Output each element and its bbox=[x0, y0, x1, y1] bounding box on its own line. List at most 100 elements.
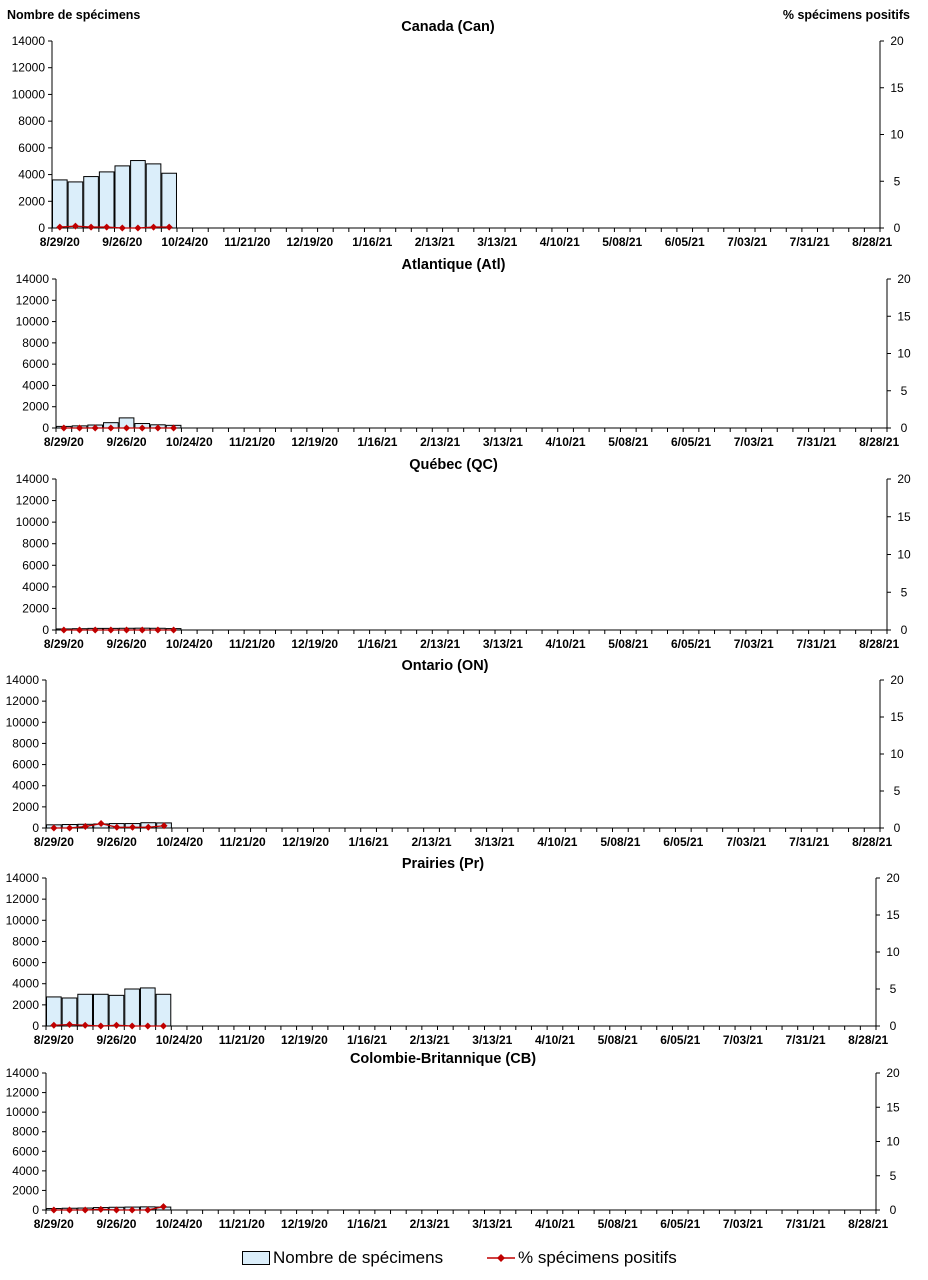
y-tick-label: 8000 bbox=[12, 1125, 39, 1139]
x-tick-label: 9/26/20 bbox=[107, 637, 147, 651]
x-tick-label: 5/08/21 bbox=[608, 637, 648, 651]
y2-tick-label: 10 bbox=[897, 548, 911, 562]
y-tick-label: 10000 bbox=[6, 715, 40, 729]
y2-tick-label: 5 bbox=[894, 174, 901, 188]
percent-point bbox=[107, 626, 115, 634]
y2-tick-label: 15 bbox=[886, 908, 900, 922]
y-tick-label: 4000 bbox=[12, 779, 39, 793]
percent-point bbox=[66, 824, 74, 832]
percent-point bbox=[159, 1022, 167, 1030]
x-tick-label: 2/13/21 bbox=[420, 637, 460, 651]
y-tick-label: 12000 bbox=[16, 494, 50, 508]
bar bbox=[130, 160, 146, 229]
y2-tick-label: 10 bbox=[890, 747, 904, 761]
percent-point bbox=[123, 626, 131, 634]
x-tick-label: 8/28/21 bbox=[848, 1033, 888, 1047]
x-tick-label: 8/29/20 bbox=[34, 1033, 74, 1047]
chart-panel: Québec (QC) 0 2000 4000 6000 8000 10000 12000 14… bbox=[16, 457, 911, 651]
y-tick-label: 14000 bbox=[16, 272, 50, 286]
x-tick-label: 7/03/21 bbox=[734, 637, 774, 651]
y2-tick-label: 15 bbox=[897, 510, 911, 524]
percent-point bbox=[50, 1021, 58, 1029]
chart-panel: Ontario (ON) 0 2000 4000 6000 8000 10000 12000 1… bbox=[6, 658, 904, 849]
x-tick-label: 10/24/20 bbox=[166, 637, 213, 651]
percent-point bbox=[144, 1206, 152, 1214]
y2-tick-label: 20 bbox=[897, 472, 911, 486]
y-tick-label: 14000 bbox=[6, 673, 40, 687]
bar bbox=[46, 996, 62, 1027]
bar bbox=[67, 181, 84, 229]
x-tick-label: 12/19/20 bbox=[281, 1033, 328, 1047]
y2-tick-label: 5 bbox=[890, 1169, 897, 1183]
x-tick-label: 10/24/20 bbox=[156, 1217, 203, 1231]
x-tick-label: 12/19/20 bbox=[291, 637, 338, 651]
x-tick-label: 7/31/21 bbox=[786, 1033, 826, 1047]
y-tick-label: 10000 bbox=[6, 1105, 40, 1119]
x-tick-label: 7/03/21 bbox=[723, 1033, 763, 1047]
y-tick-label: 2000 bbox=[12, 800, 39, 814]
x-tick-label: 1/16/21 bbox=[357, 637, 397, 651]
x-tick-label: 11/21/20 bbox=[220, 835, 266, 849]
percent-point bbox=[76, 424, 84, 432]
x-tick-label: 3/13/21 bbox=[472, 1033, 512, 1047]
x-tick-label: 3/13/21 bbox=[472, 1217, 512, 1231]
y2-tick-label: 10 bbox=[897, 347, 911, 361]
y-tick-label: 12000 bbox=[6, 694, 40, 708]
y2-tick-label: 0 bbox=[890, 1019, 897, 1033]
y-tick-label: 8000 bbox=[22, 537, 49, 551]
x-tick-label: 7/03/21 bbox=[726, 835, 766, 849]
percent-point bbox=[56, 223, 64, 231]
chart-title: Ontario (ON) bbox=[402, 658, 489, 674]
y-tick-label: 4000 bbox=[22, 378, 49, 392]
legend: Nombre de spécimens % spécimens positifs bbox=[0, 1244, 928, 1272]
x-tick-label: 5/08/21 bbox=[608, 435, 648, 449]
percent-point bbox=[87, 223, 95, 231]
chart-panel: Prairies (Pr) 0 2000 4000 6000 8000 10000 12000… bbox=[6, 856, 900, 1047]
y2-tick-label: 15 bbox=[890, 710, 904, 724]
percent-point bbox=[97, 1205, 105, 1213]
x-tick-label: 12/19/20 bbox=[291, 435, 338, 449]
x-tick-label: 7/31/21 bbox=[796, 637, 836, 651]
x-tick-label: 2/13/21 bbox=[415, 235, 455, 249]
y-tick-label: 0 bbox=[38, 221, 45, 235]
x-tick-label: 6/05/21 bbox=[663, 835, 703, 849]
x-tick-label: 9/26/20 bbox=[96, 1033, 136, 1047]
percent-point bbox=[97, 1022, 105, 1030]
x-tick-label: 1/16/21 bbox=[357, 435, 397, 449]
percent-point bbox=[144, 1022, 152, 1030]
x-tick-label: 11/21/20 bbox=[224, 235, 270, 249]
y-tick-label: 0 bbox=[32, 821, 39, 835]
y-tick-label: 6000 bbox=[12, 956, 39, 970]
percent-point bbox=[112, 1021, 120, 1029]
percent-point bbox=[160, 822, 168, 830]
y-tick-label: 6000 bbox=[18, 141, 45, 155]
legend-bar-swatch bbox=[242, 1251, 270, 1265]
y2-tick-label: 0 bbox=[901, 421, 908, 435]
y2-tick-label: 5 bbox=[901, 384, 908, 398]
percent-point bbox=[154, 626, 162, 634]
y-tick-label: 14000 bbox=[6, 1066, 40, 1080]
bar bbox=[52, 179, 68, 229]
y-tick-label: 12000 bbox=[6, 1086, 40, 1100]
percent-point bbox=[150, 223, 158, 231]
y-tick-label: 0 bbox=[42, 623, 49, 637]
y-tick-label: 8000 bbox=[12, 736, 39, 750]
x-tick-label: 6/05/21 bbox=[660, 1033, 700, 1047]
y-tick-label: 0 bbox=[32, 1203, 39, 1217]
y-tick-label: 0 bbox=[32, 1019, 39, 1033]
y-tick-label: 10000 bbox=[12, 87, 46, 101]
y2-tick-label: 10 bbox=[886, 1135, 900, 1149]
percent-point bbox=[60, 626, 68, 634]
y2-tick-label: 20 bbox=[897, 272, 911, 286]
percent-point bbox=[123, 424, 131, 432]
y2-tick-label: 0 bbox=[901, 623, 908, 637]
x-tick-label: 8/28/21 bbox=[848, 1217, 888, 1231]
y-tick-label: 12000 bbox=[6, 892, 40, 906]
bar bbox=[77, 993, 93, 1027]
y-tick-label: 0 bbox=[42, 421, 49, 435]
percent-point bbox=[154, 424, 162, 432]
x-tick-label: 1/16/21 bbox=[347, 1033, 387, 1047]
y-tick-label: 2000 bbox=[12, 998, 39, 1012]
x-tick-label: 7/31/21 bbox=[786, 1217, 826, 1231]
